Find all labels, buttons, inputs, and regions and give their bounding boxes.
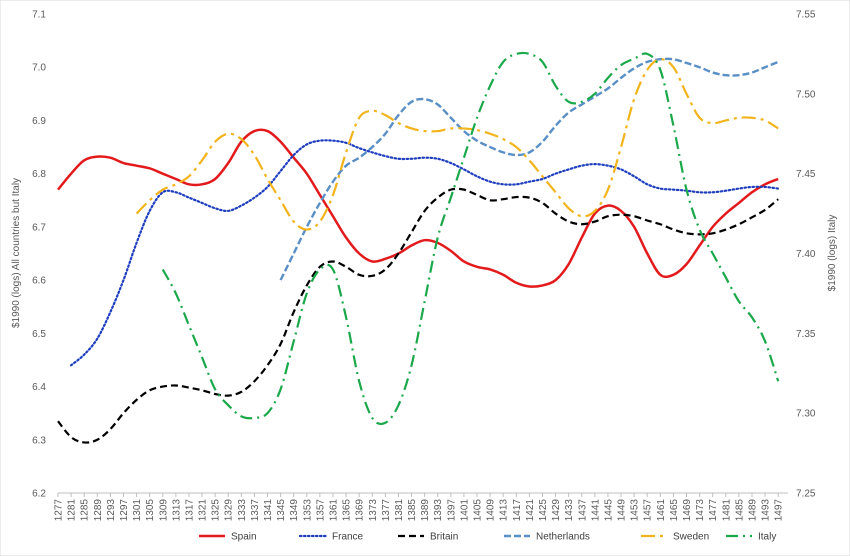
y-left-tick-label: 6.3 [32,435,46,446]
x-tick-label: 1285 [80,499,91,522]
legend-label-britain: Britain [430,532,458,543]
y-left-tick-label: 7.0 [32,63,46,74]
y-right-tick-label: 7.45 [796,169,816,180]
x-tick-label: 1337 [250,499,261,522]
x-tick-label: 1409 [486,499,497,522]
x-tick-label: 1365 [342,499,353,522]
x-tick-label: 1281 [67,499,78,522]
plot-lines [57,51,780,444]
y-left-tick-label: 6.4 [32,382,46,393]
x-tick-label: 1345 [276,499,287,522]
y-axis-left-title: $1990 (logs) All countries but Italy [11,178,22,328]
x-axis: 1277 1281 1285 1289 1293 1297 1301 1305 1309 1313… [54,492,788,522]
x-tick-label: 1317 [184,499,195,522]
y-left-tick-label: 7.1 [32,10,46,21]
x-tick-label: 1289 [93,499,104,522]
x-tick-label: 1353 [302,499,313,522]
x-tick-label: 1393 [433,499,444,522]
x-tick-label: 1493 [761,499,772,522]
x-tick-label: 1381 [394,499,405,522]
x-tick-label: 1445 [603,499,614,522]
series-line-netherlands [279,57,779,281]
y-right-tick-label: 7.30 [796,409,816,420]
x-tick-label: 1333 [237,499,248,522]
legend-label-italy: Italy [758,532,776,543]
x-tick-label: 1349 [289,499,300,522]
series-line-france [69,139,780,367]
y-axis-left: 6.2 6.3 6.4 6.5 6.6 6.7 6.8 6.9 7.0 7.1 [32,10,46,500]
x-tick-label: 1473 [695,499,706,522]
x-tick-label: 1433 [564,499,575,522]
x-tick-label: 1465 [669,499,680,522]
x-tick-label: 1457 [643,499,654,522]
x-tick-label: 1497 [774,499,785,522]
y-right-tick-label: 7.35 [796,329,816,340]
x-tick-label: 1481 [721,499,732,522]
x-tick-label: 1405 [473,499,484,522]
x-tick-label: 1429 [551,499,562,522]
x-tick-label: 1485 [734,499,745,522]
x-tick-label: 1325 [211,499,222,522]
series-line-spain [57,128,779,288]
y-left-tick-label: 6.5 [32,329,46,340]
x-tick-label: 1309 [158,499,169,522]
y-left-tick-label: 6.6 [32,276,46,287]
y-left-tick-label: 6.7 [32,222,46,233]
x-tick-label: 1357 [315,499,326,522]
y-left-tick-label: 6.2 [32,489,46,500]
x-tick-label: 1341 [263,499,274,522]
x-tick-label: 1313 [171,499,182,522]
x-tick-label: 1449 [617,499,628,522]
y-right-tick-label: 7.55 [796,10,816,21]
x-tick-label: 1453 [630,499,641,522]
x-tick-label: 1369 [355,499,366,522]
legend-label-sweden: Sweden [673,532,709,543]
x-tick-label: 1477 [708,499,719,522]
x-tick-label: 1397 [446,499,457,522]
x-tick-label: 1277 [54,499,65,522]
x-tick-label: 1425 [538,499,549,522]
x-tick-label: 1461 [656,499,667,522]
y-right-tick-label: 7.40 [796,249,816,260]
x-tick-label: 1321 [198,499,209,522]
x-tick-label: 1297 [119,499,130,522]
x-tick-label: 1329 [224,499,235,522]
legend-label-netherlands: Netherlands [536,532,590,543]
x-tick-label: 1489 [747,499,758,522]
x-tick-label: 1437 [577,499,588,522]
y-axis-right: 7.25 7.30 7.35 7.40 7.45 7.50 7.55 [796,10,816,500]
y-axis-right-title: $1990 (logs) Italy [827,215,838,292]
series-line-sweden [135,58,779,231]
x-tick-label: 1385 [407,499,418,522]
x-tick-label: 1293 [106,499,117,522]
x-tick-label: 1413 [499,499,510,522]
x-tick-label: 1469 [682,499,693,522]
x-tick-label: 1417 [512,499,523,522]
x-tick-label: 1377 [381,499,392,522]
x-tick-label: 1373 [368,499,379,522]
x-tick-label: 1441 [590,499,601,522]
y-right-tick-label: 7.25 [796,489,816,500]
legend-label-spain: Spain [231,532,257,543]
x-tick-label: 1361 [328,499,339,522]
legend: Spain France Britain Netherlands Sweden Italy [199,532,776,543]
y-right-tick-label: 7.50 [796,89,816,100]
y-left-tick-label: 6.8 [32,169,46,180]
series-line-italy [161,51,780,426]
x-tick-label: 1301 [132,499,143,522]
legend-label-france: France [332,532,364,543]
x-tick-label: 1389 [420,499,431,522]
x-tick-label: 1305 [145,499,156,522]
series-line-britain [57,187,779,444]
y-left-tick-label: 6.9 [32,116,46,127]
x-tick-label: 1401 [459,499,470,522]
x-tick-label: 1421 [525,499,536,522]
